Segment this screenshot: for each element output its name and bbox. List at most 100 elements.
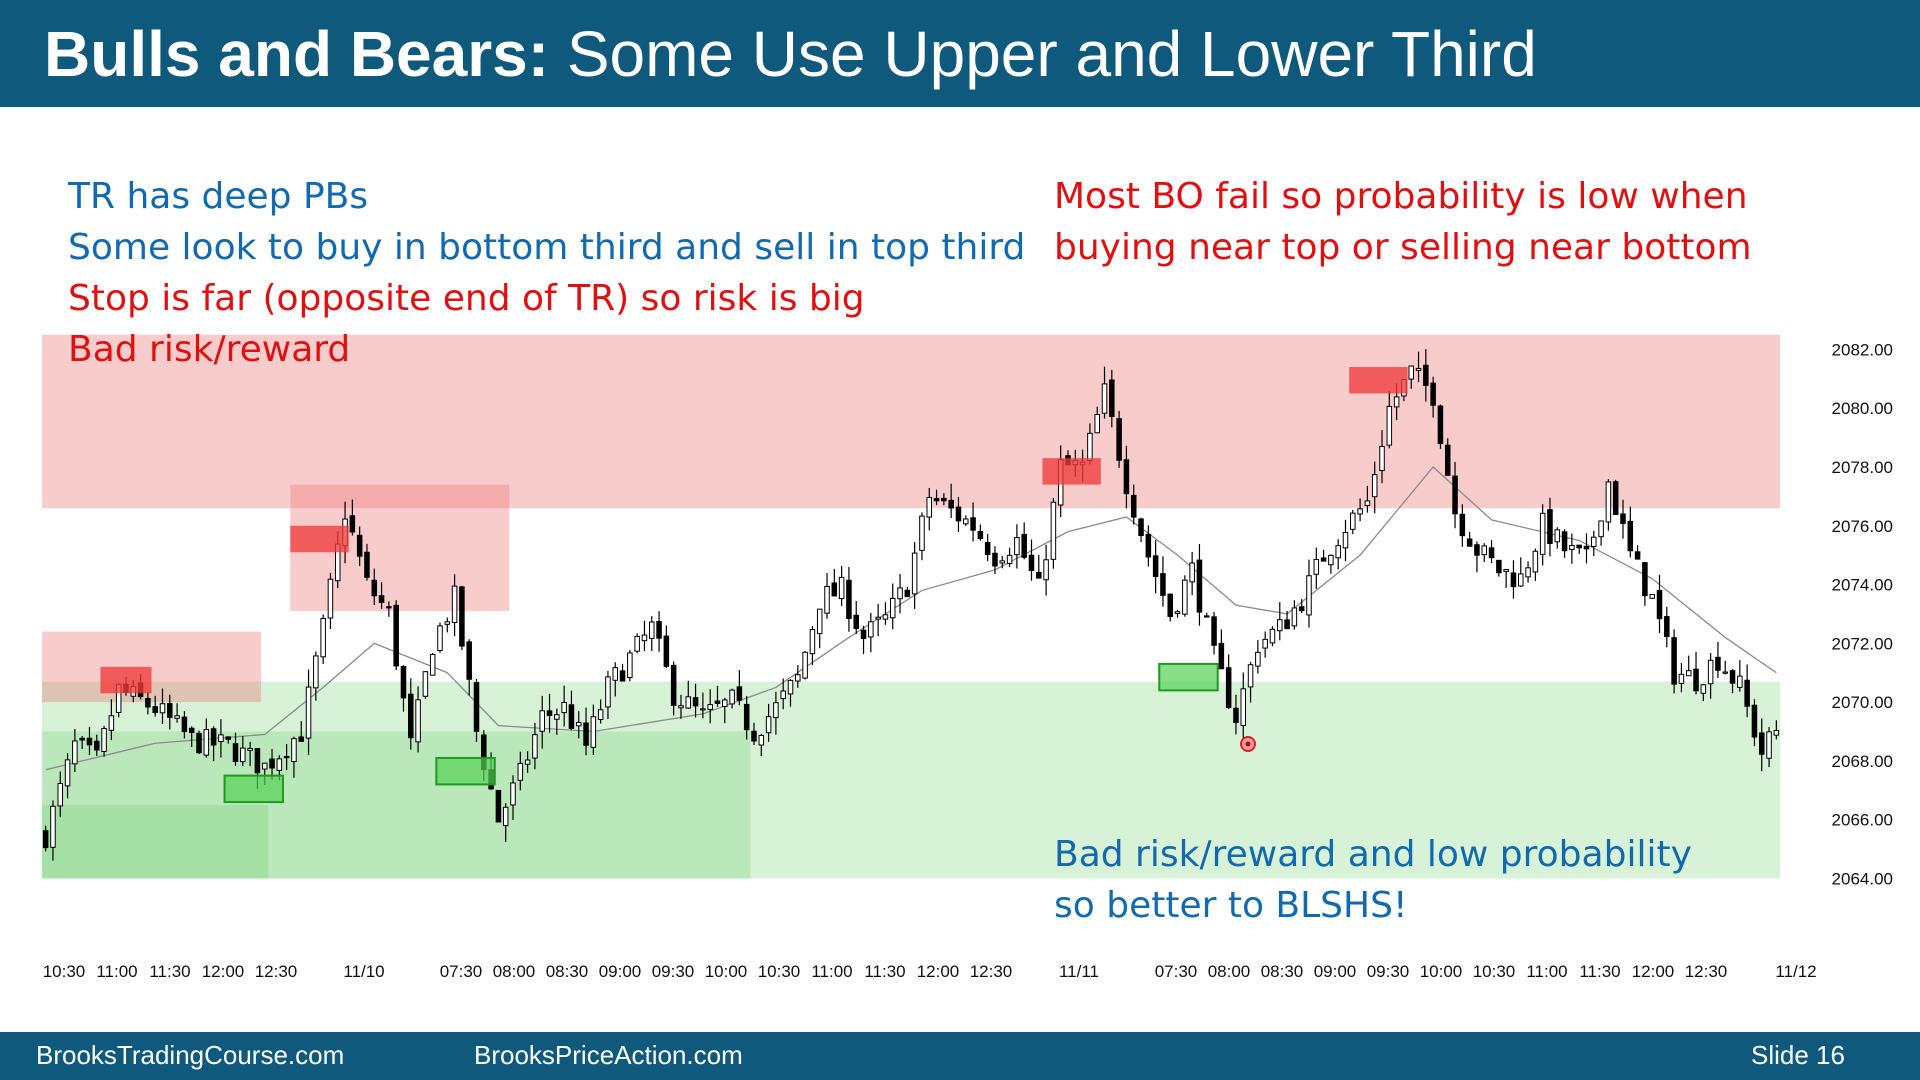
candle [1423, 349, 1429, 402]
candle-body [276, 758, 283, 771]
candle-body [809, 629, 816, 655]
candle-body [963, 518, 969, 525]
candle [1415, 351, 1422, 383]
candle-body [911, 552, 918, 595]
candle [532, 722, 538, 770]
candle [422, 671, 429, 699]
candle-body [1342, 532, 1349, 549]
candle [875, 603, 881, 637]
candle-body [378, 595, 385, 604]
candle [415, 686, 421, 753]
candle [437, 622, 443, 653]
note-blshs: so better to BLSHS! [1054, 885, 1408, 926]
marker-red [1349, 367, 1408, 394]
candle-body [1678, 673, 1685, 684]
note-buying-near-top: buying near top or selling near bottom [1054, 227, 1752, 268]
candle [904, 586, 911, 598]
candle [1737, 660, 1743, 692]
candle-body [554, 714, 560, 720]
candle [1671, 629, 1677, 694]
candle-body [1211, 616, 1217, 646]
candle [765, 703, 772, 742]
candle-body [1050, 501, 1057, 560]
marker-green [1158, 662, 1219, 692]
candle-body [1116, 418, 1122, 461]
candle-body [948, 499, 954, 509]
candle [963, 515, 969, 526]
candle-body [203, 729, 210, 756]
candle-body [1634, 551, 1641, 560]
candle [1430, 376, 1436, 418]
candle-body [232, 743, 239, 763]
footer-price-action-link[interactable]: BrooksPriceAction.com [474, 1040, 743, 1070]
candle [663, 625, 670, 669]
candle-body [941, 497, 947, 502]
candle [108, 699, 115, 741]
candle [1050, 497, 1057, 569]
candle [795, 665, 801, 688]
candle [473, 678, 480, 742]
candle-body [1488, 547, 1495, 559]
candle-body [495, 789, 502, 823]
candle [1744, 664, 1750, 718]
candle-body [1328, 554, 1334, 566]
x-tick-label: 09:00 [1314, 962, 1357, 981]
candle-body [1656, 589, 1663, 620]
candle [1722, 660, 1728, 675]
price-chart: 2082.00 2080.00 2078.00 2076.00 2074.00 2072.… [42, 334, 1893, 981]
x-tick-label: 11/11 [1059, 962, 1099, 981]
candle [1328, 554, 1334, 574]
candle [1225, 654, 1232, 709]
candle-body [451, 585, 458, 623]
candle-body [641, 634, 648, 642]
candle-body [1357, 508, 1363, 515]
footer-trading-course-link[interactable]: BrooksTradingCourse.com [36, 1040, 345, 1070]
candle [583, 707, 589, 756]
candle [386, 601, 392, 617]
candle-body [1196, 559, 1203, 613]
candle-body [1423, 364, 1429, 386]
candle [1189, 551, 1195, 596]
candle [1496, 559, 1502, 577]
candle [911, 542, 918, 609]
candle-body [583, 722, 589, 746]
candle-body [437, 625, 443, 652]
candle [1306, 559, 1312, 628]
candle [597, 699, 604, 724]
candle [225, 736, 231, 744]
candle [1656, 574, 1663, 634]
candle [1262, 631, 1268, 658]
candle-body [1379, 445, 1385, 472]
candle [1510, 560, 1517, 599]
candle [1561, 529, 1568, 558]
candle-body [1094, 414, 1100, 434]
candle [539, 695, 545, 749]
candle-body [1138, 518, 1144, 536]
candle [1240, 672, 1247, 744]
candle [1700, 684, 1707, 702]
candle-body [218, 734, 224, 743]
candle [1466, 531, 1473, 547]
x-tick-label: 08:00 [1208, 962, 1251, 981]
candle-body [415, 699, 421, 743]
y-tick-label: 2066.00 [1832, 811, 1893, 830]
candle-body [1021, 533, 1027, 558]
candle [722, 697, 728, 724]
candle [1196, 544, 1203, 626]
candle-body [1496, 559, 1502, 574]
candle-body [1393, 396, 1400, 408]
candle-body [853, 614, 859, 629]
candle [1408, 365, 1414, 389]
candle [451, 574, 458, 637]
candle [283, 744, 290, 771]
candle [619, 663, 626, 682]
candle-body [743, 703, 750, 731]
markers-layer [100, 367, 1408, 804]
candle-body [1233, 707, 1239, 723]
candle-body [707, 704, 713, 710]
candle [1525, 561, 1531, 583]
candle-body [1109, 379, 1115, 417]
candle [941, 493, 947, 506]
candle [210, 726, 217, 762]
candle [247, 741, 253, 767]
